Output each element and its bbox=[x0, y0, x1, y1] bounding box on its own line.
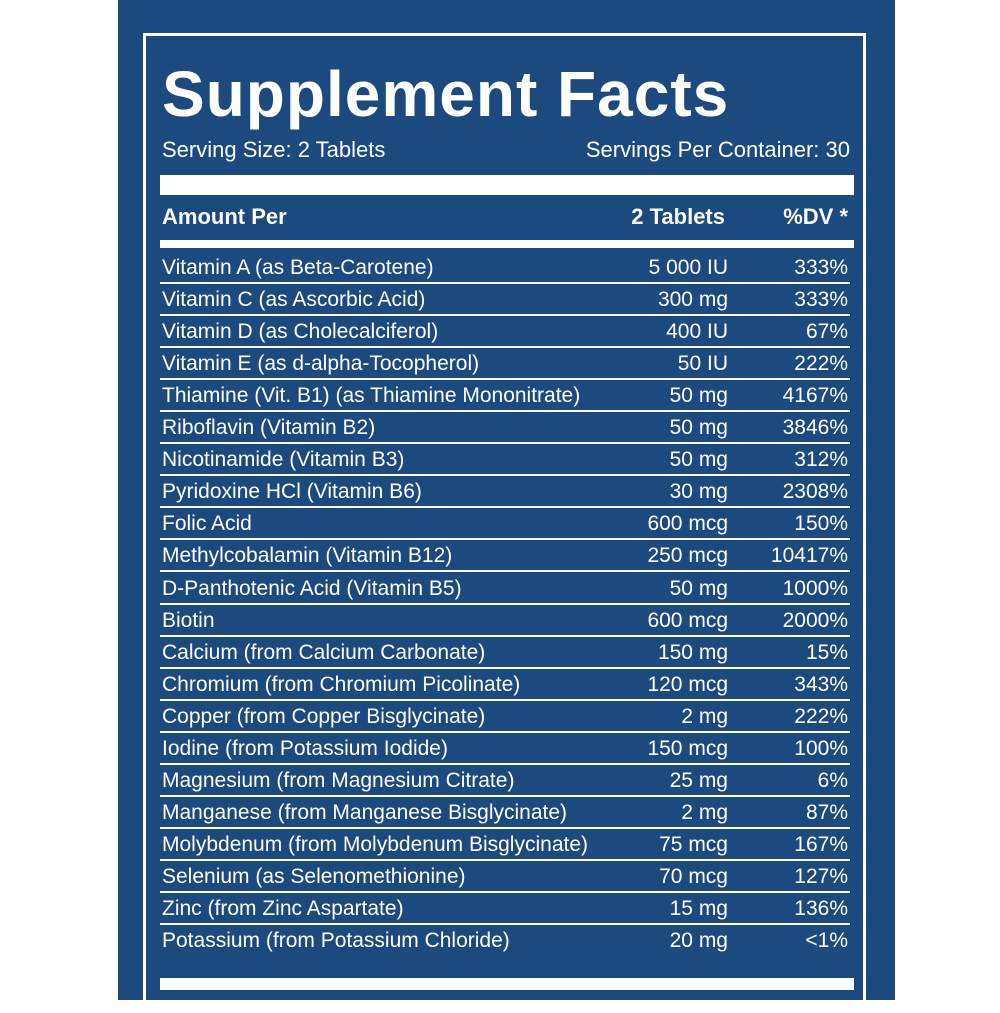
amount: 70 mcg bbox=[659, 864, 728, 888]
daily-value: 100% bbox=[794, 736, 848, 760]
label-panel bbox=[118, 0, 895, 1000]
nutrient-name: Chromium (from Chromium Picolinate) bbox=[162, 672, 521, 696]
daily-value: 222% bbox=[794, 704, 848, 728]
amount: 250 mcg bbox=[647, 544, 728, 568]
daily-value: 150% bbox=[794, 512, 848, 536]
daily-value: <1% bbox=[805, 929, 848, 953]
daily-value: 1000% bbox=[782, 576, 848, 600]
row-rule bbox=[160, 730, 850, 733]
nutrient-name: Copper (from Copper Bisglycinate) bbox=[162, 704, 486, 728]
nutrient-name: Riboflavin (Vitamin B2) bbox=[162, 416, 376, 440]
row-rule bbox=[160, 346, 850, 349]
serving-size: Serving Size: 2 Tablets bbox=[162, 137, 386, 162]
nutrient-name: Biotin bbox=[162, 608, 215, 632]
nutrient-name: Thiamine (Vit. B1) (as Thiamine Mononitr… bbox=[162, 384, 581, 408]
nutrient-name: Vitamin D (as Cholecalciferol) bbox=[162, 320, 439, 344]
nutrient-name: Calcium (from Calcium Carbonate) bbox=[162, 640, 486, 664]
amount: 2 mg bbox=[681, 800, 728, 824]
amount: 15 mg bbox=[669, 897, 728, 920]
daily-value: 136% bbox=[794, 897, 848, 920]
amount: 150 mg bbox=[657, 640, 728, 664]
amount: 150 mcg bbox=[647, 736, 728, 760]
amount: 120 mcg bbox=[647, 672, 728, 696]
divider bbox=[160, 175, 854, 195]
daily-value: 222% bbox=[794, 352, 848, 376]
nutrient-name: Iodine (from Potassium Iodide) bbox=[162, 736, 448, 760]
row-rule bbox=[160, 762, 850, 765]
daily-value: 2000% bbox=[782, 608, 848, 632]
amount: 25 mg bbox=[669, 768, 728, 792]
divider bbox=[160, 240, 854, 248]
amount: 50 mg bbox=[669, 576, 728, 600]
daily-value: 10417% bbox=[770, 544, 848, 568]
amount: 30 mg bbox=[669, 480, 728, 504]
nutrient-name: Pyridoxine HCl (Vitamin B6) bbox=[162, 480, 422, 504]
row-rule bbox=[160, 378, 850, 381]
title: Supplement Facts bbox=[162, 58, 730, 130]
row-rule bbox=[160, 602, 850, 605]
nutrient-name: Vitamin E (as d-alpha-Tocopherol) bbox=[162, 352, 480, 376]
amount: 50 mg bbox=[669, 384, 728, 408]
amount: 50 IU bbox=[677, 352, 728, 376]
row-rule bbox=[160, 890, 850, 893]
servings-per-container: Servings Per Container: 30 bbox=[585, 137, 850, 162]
daily-value: 167% bbox=[794, 832, 848, 856]
daily-value: 2308% bbox=[782, 480, 848, 504]
amount: 50 mg bbox=[669, 448, 728, 472]
row-rule bbox=[160, 570, 850, 573]
amount: 300 mg bbox=[657, 288, 728, 312]
row-rule bbox=[160, 794, 850, 797]
row-rule bbox=[160, 410, 850, 413]
nutrient-name: Magnesium (from Magnesium Citrate) bbox=[162, 768, 515, 792]
nutrient-name: Folic Acid bbox=[162, 512, 252, 536]
nutrient-name: Zinc (from Zinc Aspartate) bbox=[162, 897, 404, 920]
nutrient-name: Nicotinamide (Vitamin B3) bbox=[162, 448, 405, 472]
daily-value: 67% bbox=[805, 320, 848, 344]
divider bbox=[160, 978, 854, 990]
row-rule bbox=[160, 923, 850, 925]
daily-value: 6% bbox=[817, 768, 848, 792]
daily-value: 4167% bbox=[782, 384, 848, 408]
nutrient-name: Vitamin A (as Beta-Carotene) bbox=[162, 256, 434, 279]
daily-value: 333% bbox=[794, 256, 848, 279]
nutrient-name: Molybdenum (from Molybdenum Bisglycinate… bbox=[162, 832, 588, 856]
nutrient-name: Vitamin C (as Ascorbic Acid) bbox=[162, 288, 426, 312]
daily-value: 127% bbox=[794, 864, 848, 888]
nutrient-name: Potassium (from Potassium Chloride) bbox=[162, 929, 510, 953]
row-rule bbox=[160, 826, 850, 829]
nutrient-name: Selenium (as Selenomethionine) bbox=[162, 864, 466, 888]
row-rule bbox=[160, 506, 850, 509]
amount: 2 mg bbox=[681, 704, 728, 728]
row-rule bbox=[160, 858, 850, 861]
row-rule bbox=[160, 634, 850, 637]
daily-value: 15% bbox=[805, 640, 848, 664]
nutrient-name: Methylcobalamin (Vitamin B12) bbox=[162, 544, 453, 568]
header-cell: %DV * bbox=[783, 204, 848, 229]
nutrient-name: D-Panthotenic Acid (Vitamin B5) bbox=[162, 576, 462, 600]
header-cell: Amount Per bbox=[162, 204, 287, 229]
row-rule bbox=[160, 314, 850, 317]
daily-value: 87% bbox=[805, 800, 848, 824]
row-rule bbox=[160, 474, 850, 477]
amount: 75 mcg bbox=[659, 832, 728, 856]
amount: 400 IU bbox=[666, 320, 728, 344]
row-rule bbox=[160, 282, 850, 284]
header-cell: 2 Tablets bbox=[631, 204, 725, 229]
daily-value: 3846% bbox=[782, 416, 848, 440]
amount: 5 000 IU bbox=[648, 256, 728, 279]
amount: 20 mg bbox=[669, 929, 728, 953]
amount: 50 mg bbox=[669, 416, 728, 440]
row-rule bbox=[160, 698, 850, 701]
label-frame bbox=[143, 33, 866, 1013]
daily-value: 312% bbox=[794, 448, 848, 472]
daily-value: 343% bbox=[794, 672, 848, 696]
nutrient-name: Manganese (from Manganese Bisglycinate) bbox=[162, 800, 568, 824]
daily-value: 333% bbox=[794, 288, 848, 312]
row-rule bbox=[160, 538, 850, 541]
amount: 600 mcg bbox=[647, 608, 728, 632]
row-rule bbox=[160, 442, 850, 445]
row-rule bbox=[160, 666, 850, 669]
amount: 600 mcg bbox=[647, 512, 728, 536]
